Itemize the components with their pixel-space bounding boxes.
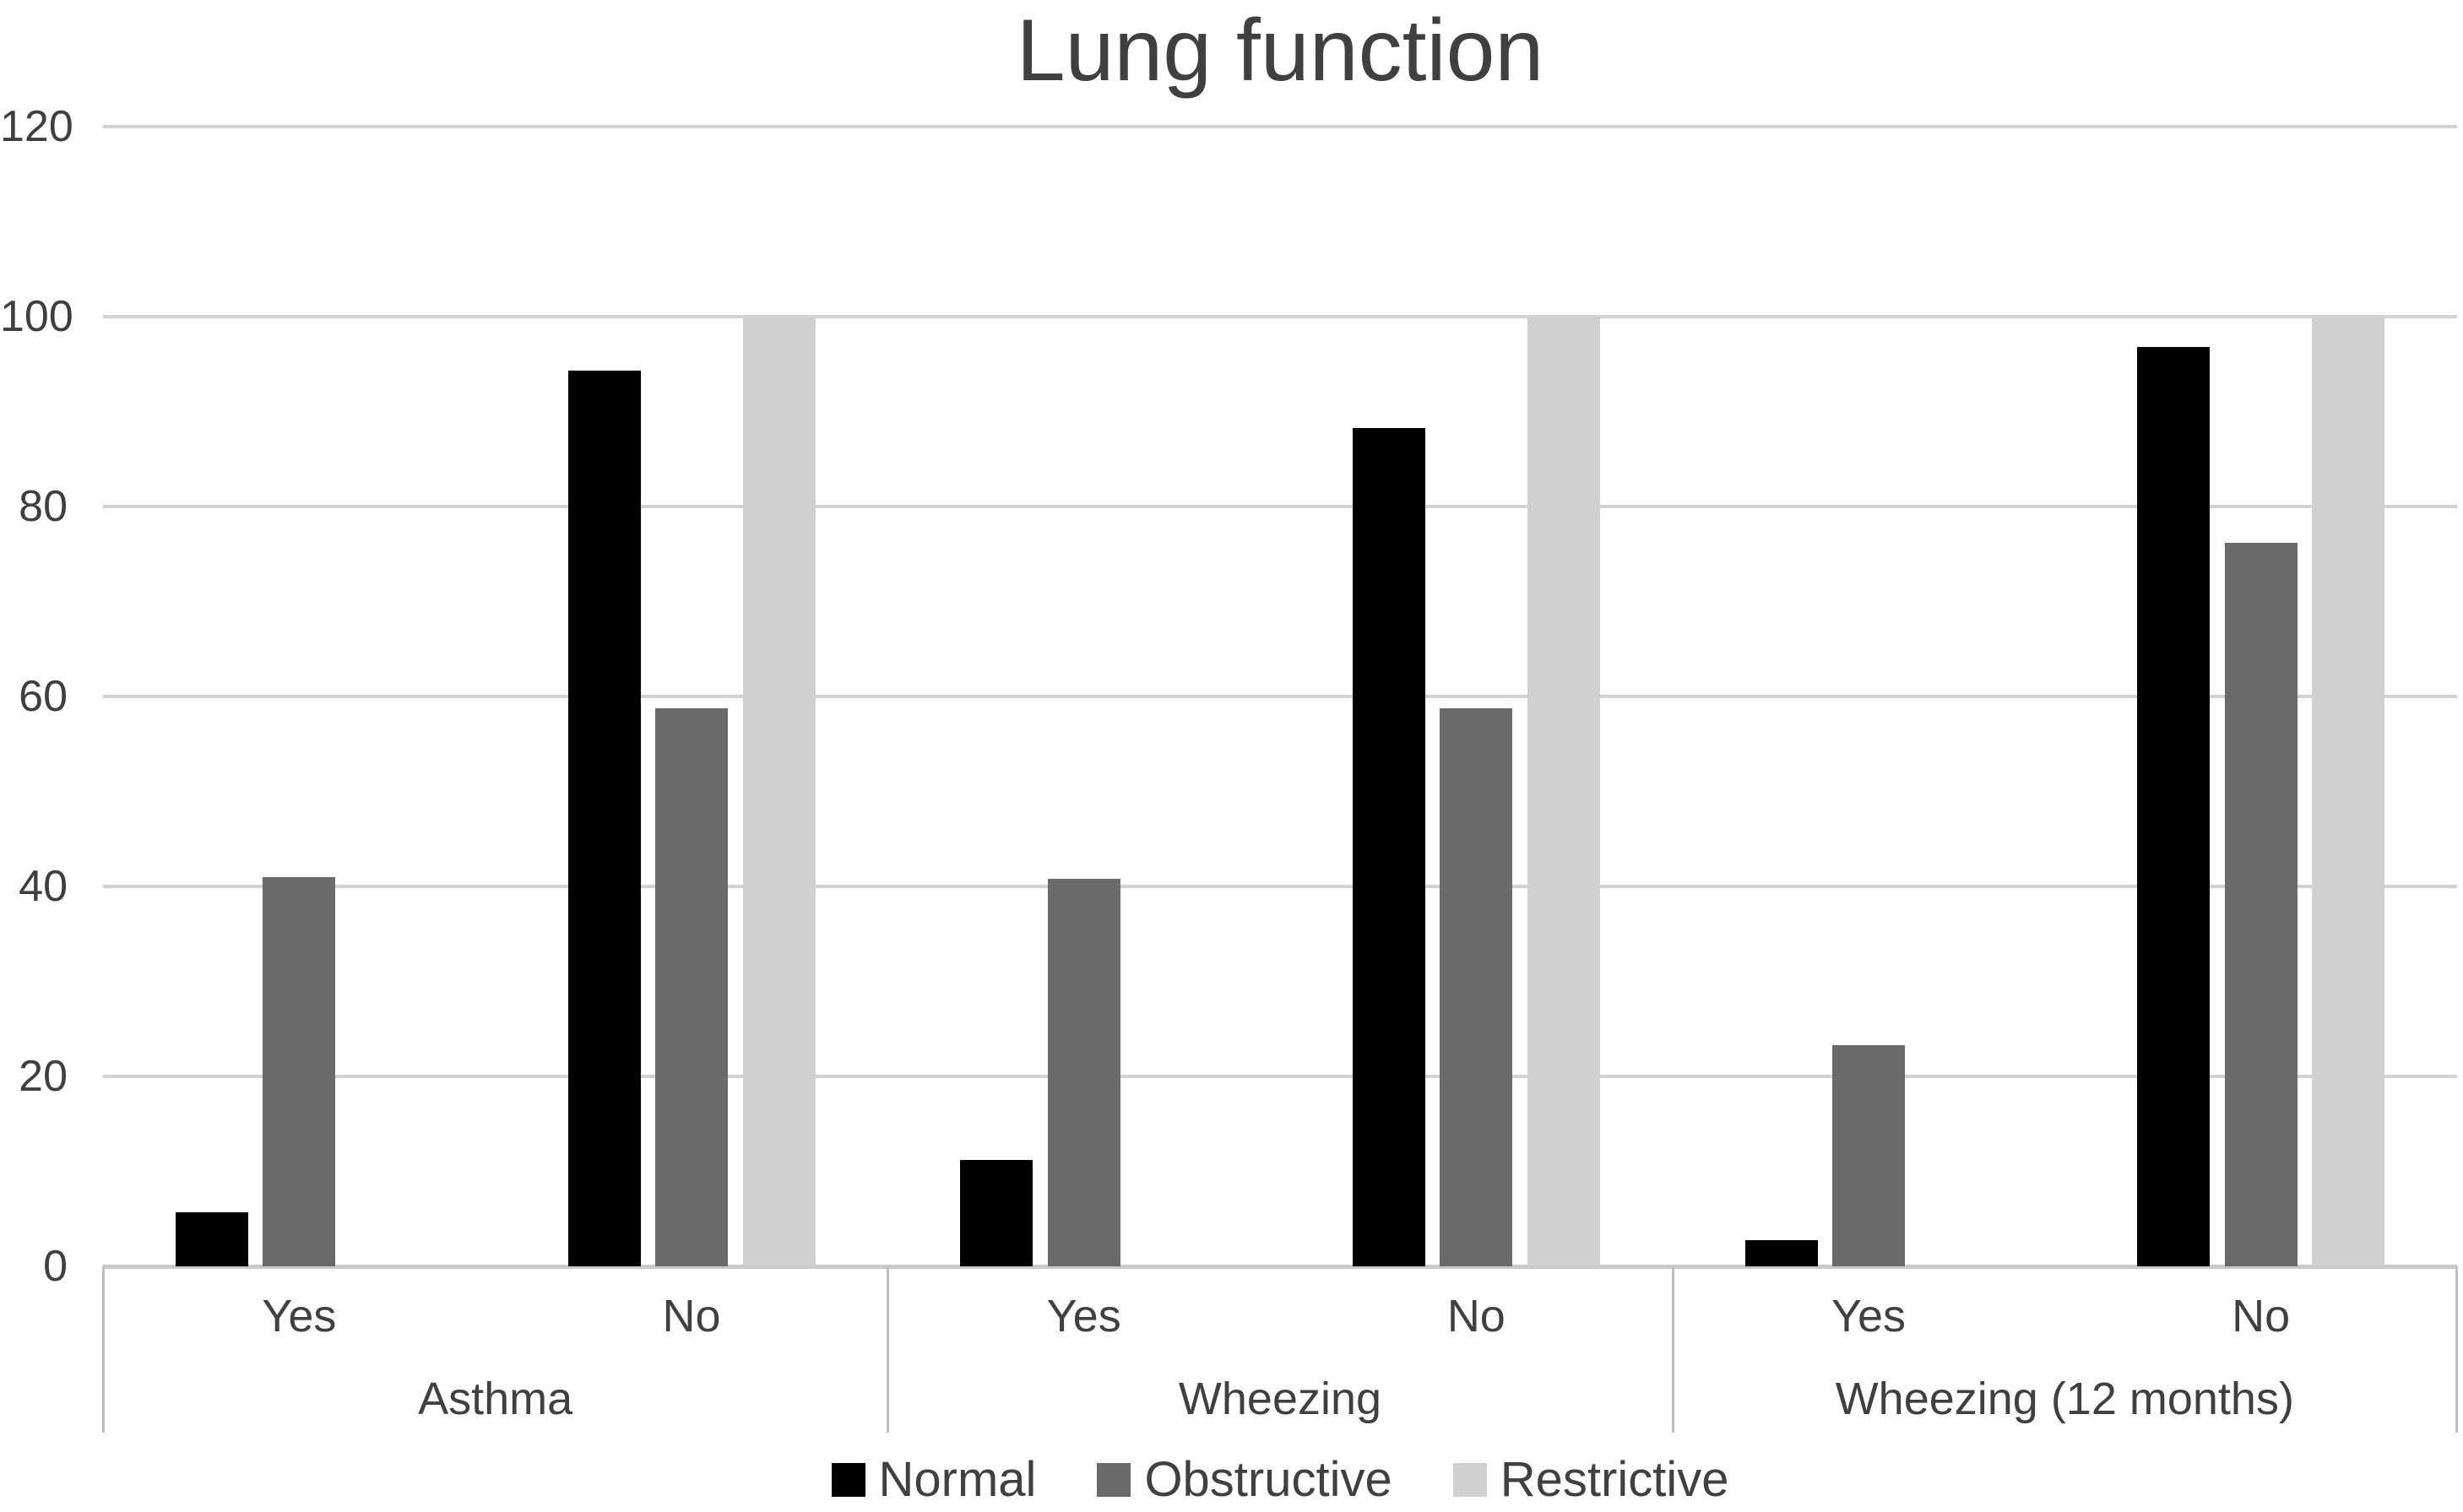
legend-item-normal: Normal xyxy=(831,1450,1037,1509)
bar-asthma-yes-obstructive xyxy=(263,876,336,1266)
gridline-40 xyxy=(103,885,2457,888)
x-axis-line xyxy=(103,1265,2457,1269)
category-label-wheezing-12-months: Wheezing (12 months) xyxy=(1835,1374,2294,1424)
subcategory-label-wheezing-no: No xyxy=(1446,1291,1505,1341)
bar-asthma-yes-normal xyxy=(175,1211,248,1266)
y-tick-label-60: 60 xyxy=(19,672,68,721)
legend-label-obstructive: Obstructive xyxy=(1144,1452,1392,1507)
y-tick-label-40: 40 xyxy=(19,862,68,911)
gridline-80 xyxy=(103,505,2457,508)
subcategory-label-asthma-yes: Yes xyxy=(262,1291,337,1341)
bar-asthma-no-normal xyxy=(567,371,641,1266)
bar-wheezing-12-months-no-obstructive xyxy=(2224,542,2298,1266)
bar-wheezing-no-obstructive xyxy=(1440,707,1513,1266)
bar-wheezing-12-months-no-normal xyxy=(2137,347,2211,1266)
category-label-asthma: Asthma xyxy=(418,1374,573,1424)
y-tick-label-120: 120 xyxy=(0,102,73,151)
bar-asthma-no-restrictive xyxy=(742,317,816,1266)
bar-wheezing-no-normal xyxy=(1352,427,1425,1266)
subcategory-label-wheezing-12-months-no: No xyxy=(2232,1291,2291,1341)
legend-label-restrictive: Restrictive xyxy=(1500,1452,1729,1507)
gridline-100 xyxy=(103,315,2457,318)
y-tick-label-0: 0 xyxy=(43,1242,68,1291)
legend-swatch-restrictive xyxy=(1452,1463,1487,1497)
bar-wheezing-yes-obstructive xyxy=(1047,879,1120,1266)
category-label-wheezing: Wheezing xyxy=(1178,1374,1382,1424)
bar-asthma-no-obstructive xyxy=(655,707,728,1266)
bar-wheezing-12-months-yes-normal xyxy=(1744,1239,1818,1266)
legend-swatch-obstructive xyxy=(1097,1463,1131,1497)
axis-separator-0 xyxy=(102,1266,105,1433)
y-tick-label-20: 20 xyxy=(19,1052,68,1101)
subcategory-label-wheezing-yes: Yes xyxy=(1046,1291,1121,1341)
bar-wheezing-12-months-yes-obstructive xyxy=(1832,1044,1905,1266)
y-tick-label-80: 80 xyxy=(19,482,68,531)
bar-wheezing-no-restrictive xyxy=(1527,317,1600,1266)
legend-item-obstructive: Obstructive xyxy=(1097,1450,1392,1509)
bar-wheezing-12-months-no-restrictive xyxy=(2312,317,2385,1266)
legend: Normal Obstructive Restrictive xyxy=(103,1450,2457,1509)
subcategory-label-asthma-no: No xyxy=(662,1291,721,1341)
axis-separator-right xyxy=(2455,1266,2458,1433)
axis-separator-1 xyxy=(887,1266,890,1433)
gridline-20 xyxy=(103,1075,2457,1078)
y-tick-label-100: 100 xyxy=(0,292,73,341)
chart-title: Lung function xyxy=(1016,2,1544,100)
legend-label-normal: Normal xyxy=(878,1452,1037,1507)
gridline-120 xyxy=(103,125,2457,128)
legend-item-restrictive: Restrictive xyxy=(1452,1450,1729,1509)
bar-wheezing-yes-normal xyxy=(960,1160,1033,1266)
subcategory-label-wheezing-12-months-yes: Yes xyxy=(1831,1291,1907,1341)
gridline-60 xyxy=(103,695,2457,698)
legend-swatch-normal xyxy=(831,1463,865,1497)
axis-separator-2 xyxy=(1671,1266,1674,1433)
